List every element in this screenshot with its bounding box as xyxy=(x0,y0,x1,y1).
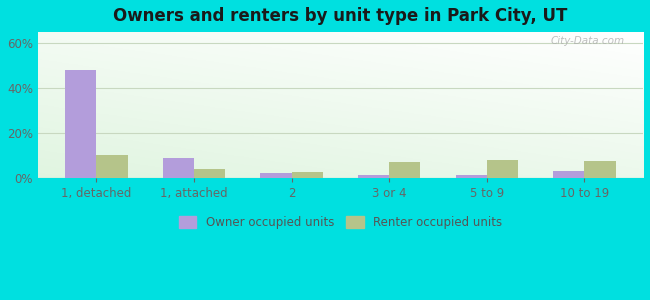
Bar xyxy=(389,162,421,178)
Bar xyxy=(162,158,194,178)
Bar xyxy=(358,175,389,178)
Bar xyxy=(261,173,292,178)
Bar xyxy=(553,171,584,178)
Bar xyxy=(292,172,323,178)
Title: Owners and renters by unit type in Park City, UT: Owners and renters by unit type in Park … xyxy=(113,7,567,25)
Bar xyxy=(487,160,518,178)
Bar xyxy=(584,161,616,178)
Bar xyxy=(65,70,96,178)
Bar xyxy=(194,169,226,178)
Text: City-Data.com: City-Data.com xyxy=(551,36,625,46)
Bar xyxy=(96,155,127,178)
Legend: Owner occupied units, Renter occupied units: Owner occupied units, Renter occupied un… xyxy=(174,211,507,233)
Bar xyxy=(456,175,487,178)
